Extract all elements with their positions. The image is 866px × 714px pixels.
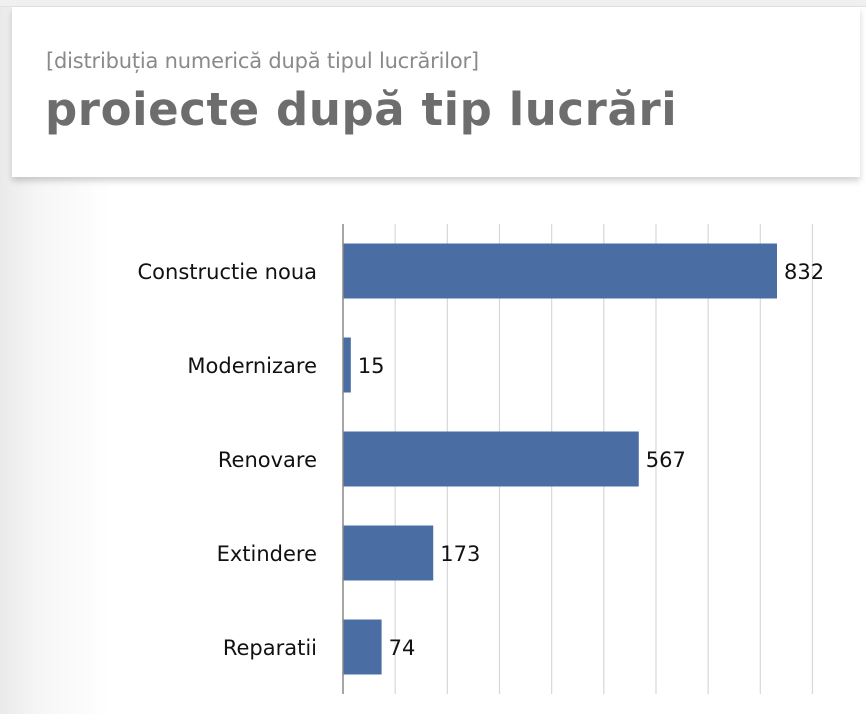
bar-chart: Constructie noua 832 Modernizare 15 Renovare… xyxy=(0,200,866,714)
chart-title: proiecte după tip lucrări xyxy=(45,83,678,136)
bar-chart-svg: Constructie noua 832 Modernizare 15 Renovare… xyxy=(138,224,824,694)
category-label: Renovare xyxy=(218,448,317,472)
data-label: 832 xyxy=(784,260,824,284)
bar xyxy=(343,525,434,581)
category-label: Extindere xyxy=(217,542,317,566)
category-label: Reparatii xyxy=(223,636,317,660)
chart-header-card: [distribuția numerică după tipul lucrări… xyxy=(12,7,860,177)
bar xyxy=(343,431,639,487)
bar xyxy=(343,243,777,299)
category-label: Modernizare xyxy=(187,354,317,378)
data-label: 15 xyxy=(358,354,385,378)
top-divider xyxy=(0,0,866,7)
data-label: 173 xyxy=(440,542,480,566)
chart-subtitle: [distribuția numerică după tipul lucrări… xyxy=(46,49,479,73)
bar xyxy=(343,337,351,393)
bar xyxy=(343,619,382,675)
category-label: Constructie noua xyxy=(138,260,317,284)
data-label: 74 xyxy=(389,636,416,660)
data-label: 567 xyxy=(646,448,686,472)
